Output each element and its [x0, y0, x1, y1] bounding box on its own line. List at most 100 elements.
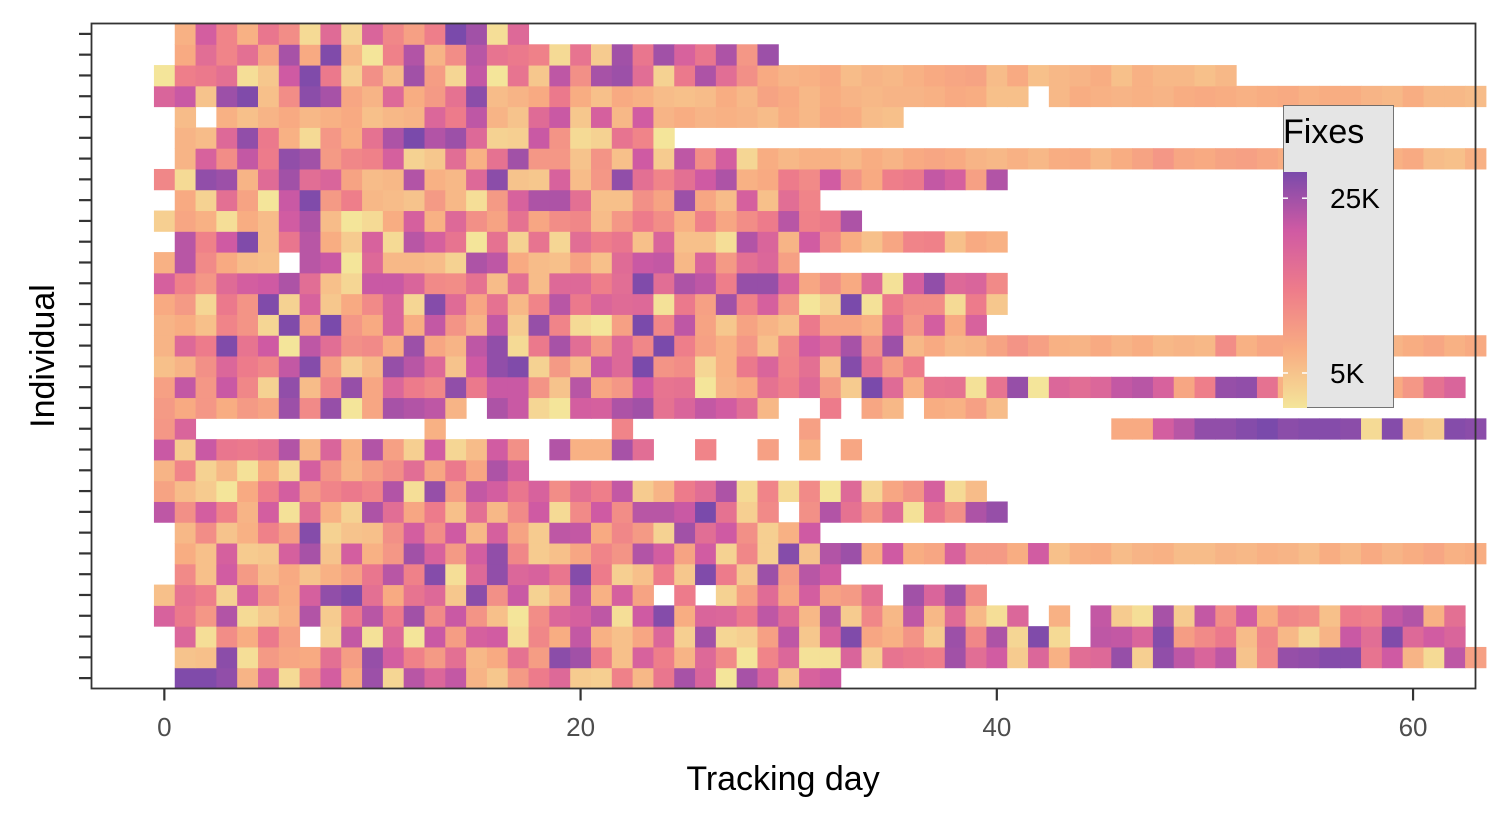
heatmap-cell — [174, 397, 197, 419]
heatmap-cell — [1444, 418, 1466, 440]
heatmap-cell — [736, 376, 758, 399]
heatmap-cell — [403, 335, 425, 357]
heatmap-cell — [382, 85, 405, 108]
heatmap-cell — [1069, 376, 1091, 399]
heatmap-cell — [632, 667, 654, 689]
heatmap-cell — [258, 106, 280, 128]
heatmap-cell — [1173, 376, 1196, 399]
heatmap-cell — [341, 127, 363, 149]
heatmap-cell — [590, 106, 613, 128]
heatmap-cell — [258, 148, 280, 170]
heatmap-cell — [278, 439, 301, 461]
heatmap-cell — [382, 23, 405, 45]
heatmap-cell — [840, 293, 863, 315]
heatmap-cell — [757, 231, 779, 253]
heatmap-cell — [1444, 626, 1466, 648]
heatmap-cell — [362, 543, 384, 565]
heatmap-cell — [632, 626, 654, 648]
heatmap-cell — [1132, 605, 1154, 627]
heatmap-cell — [424, 376, 446, 399]
heatmap-cell — [278, 626, 301, 648]
heatmap-cell — [528, 85, 550, 108]
heatmap-cell — [382, 272, 405, 295]
heatmap-cell — [986, 543, 1008, 565]
heatmap-cell — [424, 168, 446, 191]
heatmap-cell — [341, 293, 363, 315]
heatmap-cell — [965, 376, 987, 399]
heatmap-cell — [403, 439, 425, 461]
heatmap-cell — [1069, 543, 1091, 565]
heatmap-cell — [424, 522, 446, 544]
heatmap-cell — [778, 335, 800, 357]
heatmap-cell — [445, 522, 467, 544]
heatmap-cell — [965, 272, 987, 295]
heatmap-cell — [695, 376, 717, 399]
heatmap-cell — [486, 293, 509, 315]
heatmap-cell — [715, 543, 738, 565]
heatmap-cell — [174, 646, 197, 669]
heatmap-cell — [799, 646, 821, 669]
heatmap-cell — [590, 210, 613, 232]
heatmap-cell — [507, 44, 530, 66]
heatmap-cell — [1152, 418, 1175, 440]
heatmap-cell — [528, 106, 550, 128]
heatmap-cell — [528, 501, 550, 523]
heatmap-cell — [819, 148, 842, 170]
heatmap-cell — [195, 23, 217, 45]
heatmap-cell — [1444, 85, 1466, 108]
heatmap-cell — [507, 563, 530, 586]
heatmap-cell — [237, 65, 259, 87]
heatmap-cell — [986, 293, 1008, 315]
heatmap-cell — [507, 23, 530, 45]
heatmap-cell — [174, 376, 197, 399]
heatmap-cell — [778, 646, 800, 669]
heatmap-cell — [466, 667, 488, 689]
heatmap-cell — [965, 543, 987, 565]
y-axis-title: Individual — [24, 284, 62, 428]
heatmap-cell — [757, 252, 779, 274]
heatmap-cell — [403, 584, 425, 606]
heatmap-cell — [632, 168, 654, 191]
heatmap-cell — [1423, 148, 1445, 170]
heatmap-cell — [757, 605, 779, 627]
heatmap-cell — [715, 480, 738, 502]
heatmap-cell — [1069, 646, 1091, 669]
heatmap-cell — [799, 106, 821, 128]
heatmap-cell — [195, 335, 217, 357]
heatmap-cell — [486, 335, 509, 357]
heatmap-cell — [549, 231, 571, 253]
heatmap-cell — [278, 584, 301, 606]
heatmap-cell — [445, 480, 467, 502]
heatmap-cell — [174, 335, 197, 357]
heatmap-cell — [424, 667, 446, 689]
heatmap-cell — [1381, 605, 1404, 627]
heatmap-cell — [1444, 543, 1466, 565]
heatmap-cell — [216, 584, 238, 606]
heatmap-cell — [611, 480, 634, 502]
heatmap-cell — [695, 501, 717, 523]
heatmap-cell — [486, 459, 509, 482]
heatmap-cell — [362, 272, 384, 295]
heatmap-cell — [944, 543, 967, 565]
heatmap-cell — [341, 85, 363, 108]
heatmap-cell — [195, 272, 217, 295]
heatmap-cell — [1194, 543, 1216, 565]
heatmap-cell — [944, 293, 967, 315]
heatmap-cell — [424, 23, 446, 45]
heatmap-cell — [362, 605, 384, 627]
heatmap-cell — [1132, 418, 1154, 440]
heatmap-cell — [570, 605, 592, 627]
heatmap-cell — [1277, 543, 1300, 565]
heatmap-cell — [1111, 65, 1133, 87]
heatmap-cell — [695, 231, 717, 253]
heatmap-cell — [861, 335, 883, 357]
heatmap-cell — [549, 168, 571, 191]
heatmap-cell — [258, 23, 280, 45]
heatmap-cell — [299, 314, 321, 336]
heatmap-cell — [216, 106, 238, 128]
heatmap-cell — [1256, 543, 1279, 565]
heatmap-cell — [611, 563, 634, 586]
heatmap-cell — [216, 563, 238, 586]
heatmap-cell — [882, 605, 904, 627]
heatmap-cell — [174, 127, 197, 149]
